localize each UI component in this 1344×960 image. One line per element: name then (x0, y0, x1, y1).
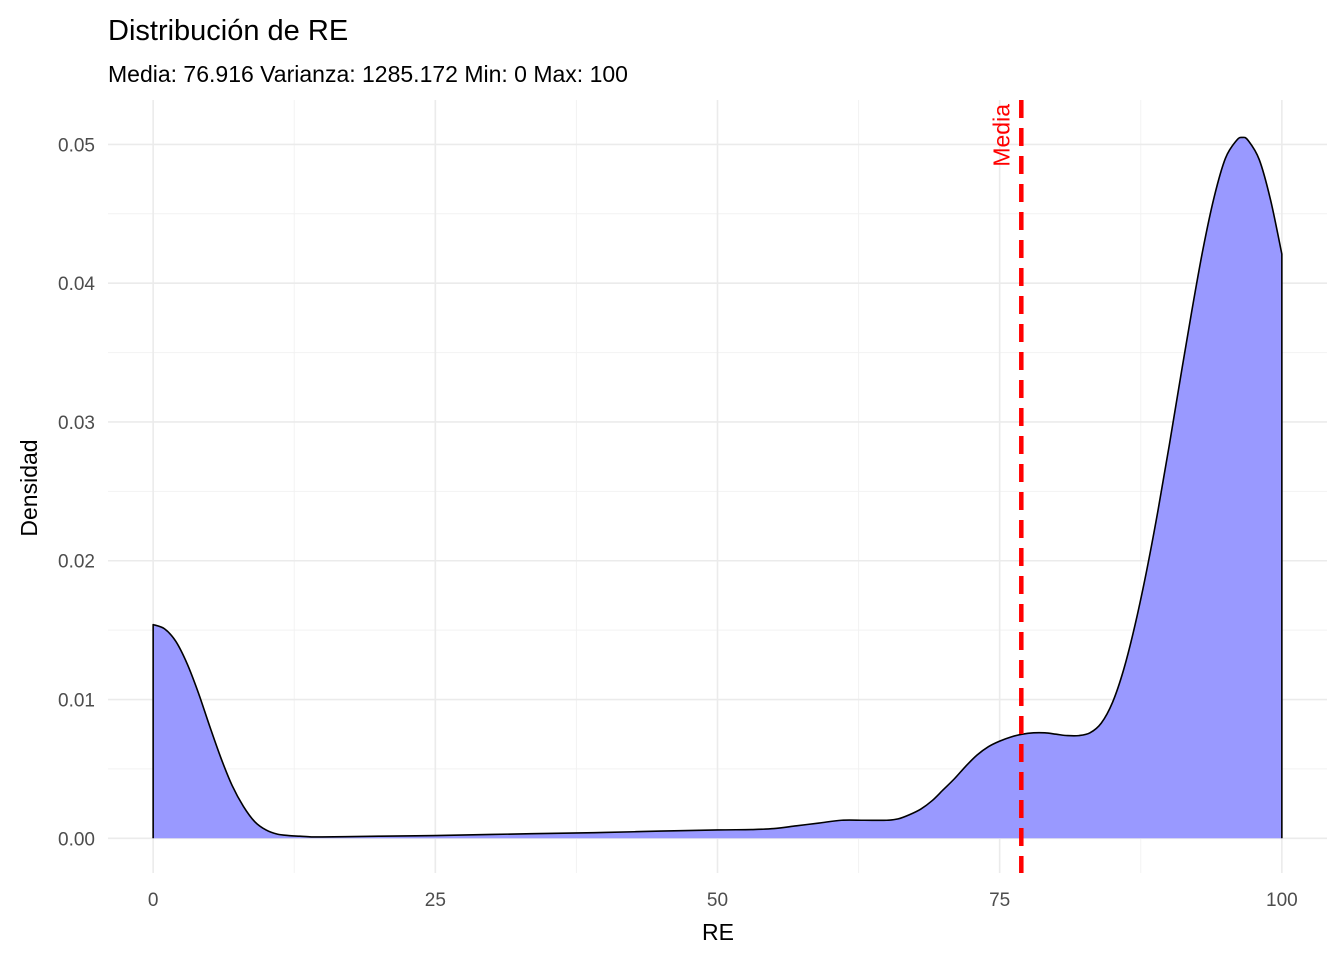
y-tick-label: 0.02 (58, 552, 95, 573)
x-tick-label: 100 (1266, 890, 1298, 911)
x-tick-label: 0 (148, 890, 159, 911)
y-tick-label: 0.01 (58, 691, 95, 712)
chart-subtitle: Media: 76.916 Varianza: 1285.172 Min: 0 … (108, 61, 628, 87)
y-tick-label: 0.05 (58, 135, 95, 156)
x-tick-label: 75 (989, 890, 1010, 911)
mean-marker: Media (988, 100, 1024, 873)
y-axis-title: Densidad (16, 439, 42, 536)
y-tick-label: 0.00 (58, 829, 95, 850)
x-tick-label: 50 (707, 890, 728, 911)
x-axis-title: RE (702, 919, 734, 945)
density-fill (153, 137, 1282, 839)
density-outline (152, 136, 1283, 839)
y-tick-label: 0.04 (58, 274, 95, 295)
x-tick-label: 25 (425, 890, 446, 911)
mean-label: Media (988, 104, 1014, 167)
y-tick-label: 0.03 (58, 413, 95, 434)
density-area (152, 136, 1283, 839)
chart-title: Distribución de RE (108, 15, 348, 47)
x-axis-ticks: 0 25 50 75 100 (148, 890, 1298, 911)
y-axis-ticks: 0.00 0.01 0.02 0.03 0.04 0.05 (58, 135, 95, 850)
